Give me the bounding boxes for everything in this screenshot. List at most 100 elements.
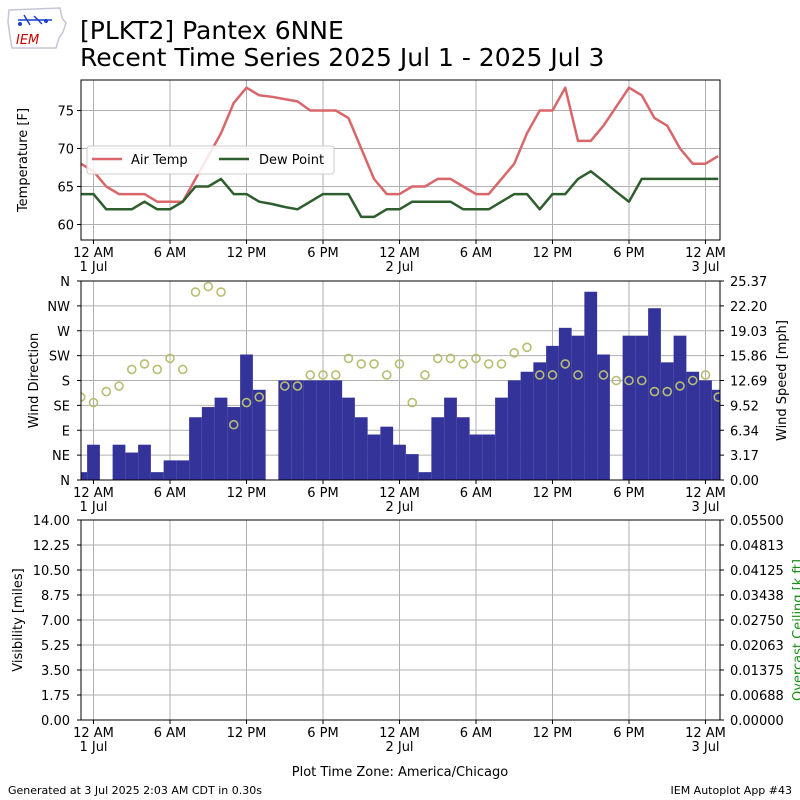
visibility-tick-label: 12.25 (33, 539, 70, 554)
wind-speed-bar (686, 371, 700, 480)
x-tick-label: 6 AM (460, 726, 493, 741)
wind-speed-bar (456, 417, 470, 480)
wind-marks (81, 281, 720, 480)
wind-direction-point (292, 381, 303, 391)
wind-direction-point (279, 381, 290, 391)
wind-direction-point (649, 386, 660, 397)
wind-speed-bar (329, 380, 343, 480)
wind-direction-point (611, 375, 622, 386)
x-tick-label: 12 AM (73, 726, 114, 741)
wind-speed-bar (214, 397, 228, 480)
wind-speed-bar (342, 397, 355, 480)
legend-box (86, 145, 335, 175)
wind-direction-point (381, 370, 392, 380)
visibility-tick-label: 10.50 (33, 564, 70, 579)
wind-speed-bar (189, 417, 202, 480)
wind-speed-bar (431, 417, 445, 480)
wind-speed-bar (112, 444, 126, 480)
chart-title: [PLKT2] Pantex 6NNE (80, 16, 344, 45)
wind-speed-bar (546, 345, 559, 480)
plot-frame (80, 519, 721, 721)
y-tick-label: 70 (57, 143, 74, 158)
x-tick-label: 6 AM (154, 246, 187, 261)
x-tick-label: 6 AM (154, 726, 187, 741)
wind-speed-bar (405, 454, 419, 480)
plot-frame (80, 280, 721, 481)
wind-speed-bar (303, 380, 317, 480)
ceiling-tick-label: 0.01375 (730, 664, 784, 679)
temperature-legend: Air Temp Dew Point (86, 145, 335, 175)
wind-direction-point (662, 386, 673, 397)
x-tick-label: 6 AM (460, 246, 493, 261)
wind-speed-bar (660, 362, 674, 480)
x-tick-label: 6 PM (613, 726, 644, 741)
wind-speed-bar (125, 452, 139, 480)
wind-speed-bar (699, 380, 712, 480)
wind-direction-point (496, 359, 507, 369)
wind-speed-bar (380, 426, 394, 480)
y-tick-label: 60 (57, 219, 74, 234)
wind-speed-bar (252, 389, 266, 480)
direction-tick-label: N (60, 474, 70, 489)
direction-tick-label: SE (54, 399, 70, 414)
wind-speed-axis-label: Wind Speed [mph] (775, 320, 790, 441)
wind-direction-point (598, 370, 609, 380)
y-tick-label: 75 (57, 105, 74, 120)
wind-direction-point (190, 287, 201, 297)
visibility-tick-label: 14.00 (33, 514, 70, 529)
wind-direction-axis-label: Wind Direction (27, 333, 42, 429)
temperature-axis-label: Temperature [F] (16, 108, 31, 213)
iem-logo: IEM (6, 6, 68, 52)
direction-tick-label: S (62, 375, 70, 390)
direction-tick-label: W (57, 325, 70, 340)
wind-direction-point (356, 359, 367, 369)
wind-direction-point (139, 359, 150, 369)
speed-tick-label: 19.03 (730, 325, 767, 340)
visibility-tick-label: 3.50 (41, 664, 70, 679)
wind-speed-bar (584, 291, 598, 480)
wind-direction-point (636, 375, 647, 386)
wind-direction-point (534, 370, 545, 380)
wind-speed-bar (418, 472, 432, 480)
legend-label-air-temp: Air Temp (131, 153, 188, 168)
speed-tick-label: 3.17 (730, 449, 759, 464)
wind-direction-point (675, 381, 685, 391)
x-axis-label: Plot Time Zone: America/Chicago (292, 765, 508, 780)
speed-tick-label: 12.69 (730, 375, 767, 390)
wind-speed-bar (163, 460, 177, 480)
wind-direction-point (713, 392, 720, 402)
wind-direction-point (165, 353, 175, 364)
visibility-tick-label: 1.75 (41, 689, 70, 704)
speed-tick-label: 0.00 (730, 474, 759, 489)
wind-direction-point (126, 364, 137, 375)
wind-speed-bar (711, 389, 720, 480)
speed-tick-label: 22.20 (730, 300, 767, 315)
x-tick-label: 12 AM (379, 246, 420, 261)
visibility-axis-label: Visibility [miles] (11, 568, 26, 671)
wind-direction-point (483, 359, 494, 369)
wind-speed-bar (138, 444, 151, 480)
x-tick-sublabel: 1 Jul (79, 500, 107, 515)
ceiling-tick-label: 0.00688 (730, 689, 784, 704)
ceiling-axis-label: Overcast Ceiling [k ft] (791, 559, 800, 701)
wind-speed-bar (520, 371, 534, 480)
wind-speed-bar (571, 335, 585, 480)
wind-speed-bar (393, 444, 406, 480)
wind-direction-point (318, 370, 328, 380)
visibility-tick-label: 7.00 (41, 614, 70, 629)
x-tick-label: 12 PM (227, 246, 267, 261)
wind-speed-bar (278, 380, 292, 480)
wind-speed-bar (291, 380, 304, 480)
wind-direction-point (241, 397, 252, 408)
dew-point-line (81, 170, 719, 219)
x-tick-label: 12 AM (685, 246, 726, 261)
x-tick-label: 12 PM (227, 726, 267, 741)
iowa-state-outline (7, 7, 67, 49)
logo-text: IEM (16, 33, 39, 48)
wind-direction-point (407, 397, 418, 408)
wind-direction-point (305, 370, 316, 380)
wind-direction-point (687, 375, 698, 386)
wind-direction-point (330, 370, 341, 380)
